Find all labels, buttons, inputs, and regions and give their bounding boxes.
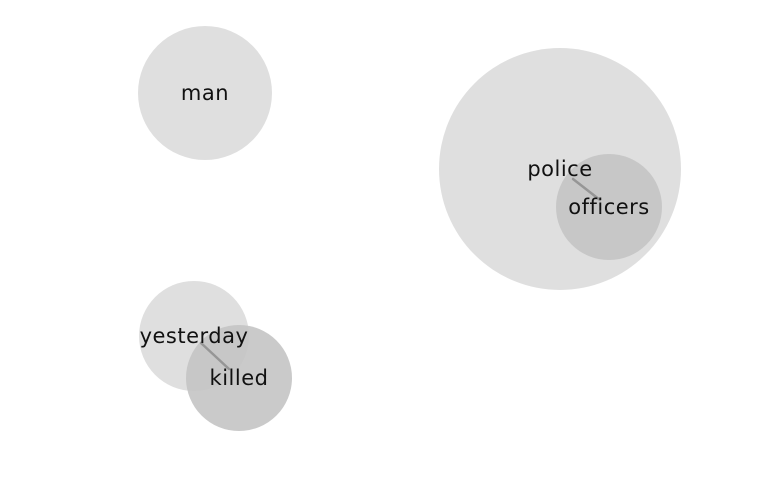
node-label-killed: killed [210,366,269,390]
node-label-police: police [527,157,592,181]
bubble-man [138,26,272,160]
node-label-officers: officers [568,195,650,219]
bubble-killed [186,325,292,431]
link-police-officers [571,177,602,202]
node-man: man [138,26,272,160]
node-label-man: man [181,81,229,105]
node-label-yesterday: yesterday [140,324,249,348]
node-group-yesterday: yesterday killed [139,281,292,431]
node-group-police: police officers [439,48,681,290]
link-yesterday-killed [199,341,231,371]
bubble-officers [556,154,662,260]
